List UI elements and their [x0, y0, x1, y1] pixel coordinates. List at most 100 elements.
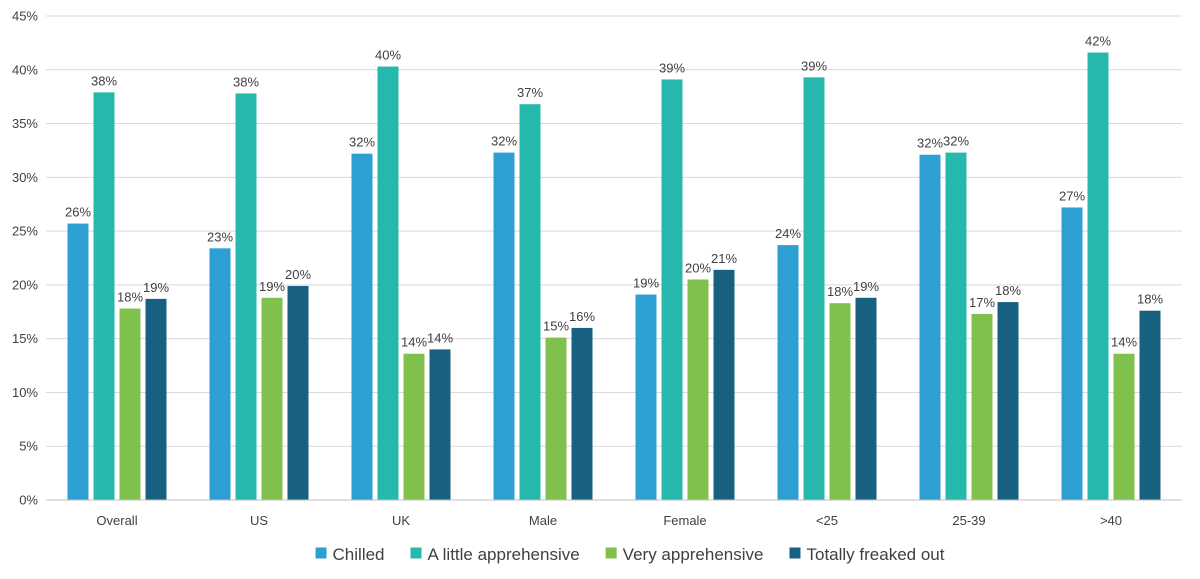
- bar-totally-freaked-out-2539: [997, 302, 1019, 500]
- data-label: 19%: [143, 280, 169, 295]
- bar-very-apprehensive-40: [1113, 353, 1135, 500]
- legend-item-chilled: Chilled: [315, 545, 385, 564]
- x-category-label: <25: [816, 513, 838, 528]
- x-category-label: 25-39: [952, 513, 985, 528]
- bar-a-little-apprehensive-male: [519, 104, 541, 500]
- bar-a-little-apprehensive-40: [1087, 52, 1109, 501]
- data-label: 14%: [427, 330, 453, 345]
- legend-label: Chilled: [333, 545, 385, 564]
- legend-swatch: [315, 547, 327, 559]
- y-tick-label: 0%: [19, 493, 38, 508]
- legend: Chilled A little apprehensive Very apprehe…: [315, 545, 945, 564]
- data-label: 39%: [659, 60, 685, 75]
- bar-chilled-25: [777, 245, 799, 500]
- bar-totally-freaked-out-female: [713, 269, 735, 500]
- legend-swatch: [789, 547, 801, 559]
- bar-totally-freaked-out-40: [1139, 310, 1161, 500]
- data-label: 18%: [827, 284, 853, 299]
- bar-chilled-female: [635, 294, 657, 500]
- data-label: 14%: [401, 335, 427, 350]
- y-tick-label: 35%: [12, 116, 38, 131]
- bar-chilled-us: [209, 248, 231, 500]
- data-label: 21%: [711, 251, 737, 266]
- data-label: 19%: [633, 276, 659, 291]
- bar-totally-freaked-out-uk: [429, 349, 451, 500]
- x-category-label: Male: [529, 513, 557, 528]
- data-label: 40%: [375, 48, 401, 63]
- bar-chilled-male: [493, 152, 515, 500]
- y-tick-label: 5%: [19, 439, 38, 454]
- bar-very-apprehensive-25: [829, 303, 851, 500]
- legend-item-very-apprehensive: Very apprehensive: [605, 545, 764, 564]
- data-label: 37%: [517, 85, 543, 100]
- bar-totally-freaked-out-male: [571, 327, 593, 500]
- legend-label: Totally freaked out: [807, 545, 945, 564]
- data-label: 19%: [853, 279, 879, 294]
- data-label: 32%: [917, 136, 943, 151]
- y-axis-tick-labels: 0% 5% 10% 15% 20% 25% 30% 35% 40% 45%: [12, 9, 38, 508]
- x-axis-category-labels: Overall US UK Male Female <25 25-39 >40: [96, 513, 1122, 528]
- x-category-label: Overall: [96, 513, 137, 528]
- grid-lines: [46, 15, 1182, 447]
- y-tick-label: 10%: [12, 385, 38, 400]
- data-label: 18%: [117, 290, 143, 305]
- bar-very-apprehensive-female: [687, 279, 709, 500]
- bar-totally-freaked-out-overall: [145, 298, 167, 500]
- data-label: 32%: [349, 135, 375, 150]
- y-tick-label: 20%: [12, 277, 38, 292]
- data-label: 39%: [801, 58, 827, 73]
- y-tick-label: 45%: [12, 9, 38, 24]
- bars: [67, 52, 1161, 501]
- x-category-label: >40: [1100, 513, 1122, 528]
- data-label: 17%: [969, 295, 995, 310]
- y-tick-label: 15%: [12, 331, 38, 346]
- data-label: 42%: [1085, 34, 1111, 49]
- bar-chilled-2539: [919, 154, 941, 500]
- legend-label: Very apprehensive: [623, 545, 764, 564]
- data-label: 32%: [943, 134, 969, 149]
- data-label: 19%: [259, 279, 285, 294]
- data-label: 15%: [543, 319, 569, 334]
- bar-very-apprehensive-2539: [971, 313, 993, 500]
- data-label: 14%: [1111, 335, 1137, 350]
- bar-very-apprehensive-male: [545, 337, 567, 500]
- data-label: 18%: [995, 283, 1021, 298]
- x-category-label: UK: [392, 513, 410, 528]
- bar-a-little-apprehensive-2539: [945, 152, 967, 500]
- bar-chilled-overall: [67, 223, 89, 501]
- data-label: 18%: [1137, 292, 1163, 307]
- data-label: 24%: [775, 226, 801, 241]
- bar-chilled-40: [1061, 207, 1083, 500]
- data-label: 20%: [285, 267, 311, 282]
- data-label: 38%: [233, 74, 259, 89]
- data-labels: 26%38%18%19%23%38%20%32%40%14% 14%32%37%1…: [65, 34, 1163, 350]
- bar-totally-freaked-out-us: [287, 285, 309, 500]
- bar-a-little-apprehensive-overall: [93, 92, 115, 500]
- data-label: 26%: [65, 205, 91, 220]
- bar-a-little-apprehensive-uk: [377, 66, 399, 500]
- data-label: 23%: [207, 229, 233, 244]
- legend-item-a-little-apprehensive: A little apprehensive: [410, 545, 580, 564]
- bar-very-apprehensive-overall: [119, 308, 141, 500]
- bar-a-little-apprehensive-female: [661, 79, 683, 501]
- data-label: 27%: [1059, 188, 1085, 203]
- data-label: 32%: [491, 134, 517, 149]
- bar-very-apprehensive-us: [261, 297, 283, 500]
- bar-very-apprehensive-uk: [403, 353, 425, 500]
- y-tick-label: 40%: [12, 62, 38, 77]
- bar-chilled-uk: [351, 153, 373, 500]
- y-tick-label: 30%: [12, 170, 38, 185]
- data-label: 20%: [685, 261, 711, 276]
- legend-swatch: [605, 547, 617, 559]
- bar-totally-freaked-out-25: [855, 297, 877, 500]
- y-tick-label: 25%: [12, 224, 38, 239]
- legend-label: A little apprehensive: [428, 545, 580, 564]
- legend-item-totally-freaked-out: Totally freaked out: [789, 545, 945, 564]
- data-label: 16%: [569, 309, 595, 324]
- data-label: 38%: [91, 73, 117, 88]
- x-category-label: US: [250, 513, 268, 528]
- x-category-label: Female: [663, 513, 706, 528]
- bar-a-little-apprehensive-us: [235, 93, 257, 500]
- legend-swatch: [410, 547, 422, 559]
